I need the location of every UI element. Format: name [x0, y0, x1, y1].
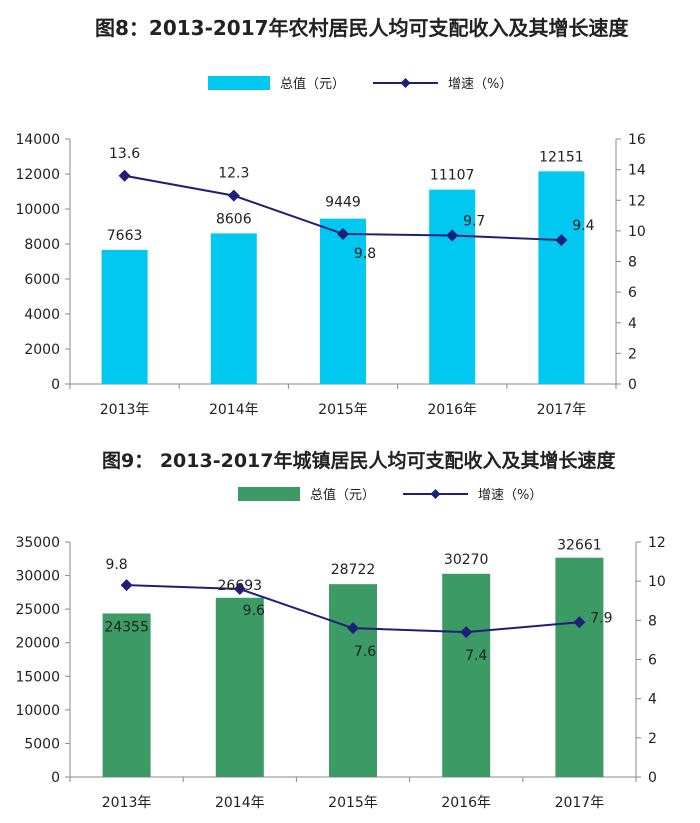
x-tick-label: 2014年 — [215, 795, 265, 811]
y-right-tick-label: 4 — [648, 692, 657, 708]
bar-value-label: 26693 — [218, 578, 263, 594]
growth-value-label: 9.4 — [572, 218, 594, 234]
bar-value-label: 9449 — [325, 195, 361, 211]
y-right-tick-label: 12 — [628, 193, 646, 209]
legend-line-label: 增速（%） — [478, 488, 542, 503]
urban-income-chart: 总值（元） 增速（%） 0 5000 10000 15000 20000 25000 30000… — [15, 487, 666, 811]
legend-bar-swatch — [208, 76, 270, 90]
y-right-tick-label: 8 — [628, 255, 637, 271]
bar-value-label: 7663 — [107, 228, 143, 244]
y-left-tick-label: 0 — [51, 770, 60, 786]
y-left-tick-label: 8000 — [24, 237, 60, 253]
y-left-tick-label: 15000 — [15, 669, 60, 685]
y-right-tick-label: 0 — [648, 770, 657, 786]
y-left-tick-label: 2000 — [24, 342, 60, 358]
bar-2013年 — [101, 249, 148, 384]
bar-value-label: 11107 — [430, 168, 475, 184]
chart-title-rural: 图8：2013-2017年农村居民人均可支配收入及其增长速度 — [95, 16, 629, 40]
rural-income-chart: 总值（元） 增速（%）020004000600080001000012000140… — [15, 76, 646, 418]
x-tick-label: 2014年 — [209, 402, 259, 418]
growth-point-2014年 — [233, 583, 246, 595]
y-right-tick-label: 12 — [648, 535, 666, 551]
growth-point-2014年 — [227, 189, 240, 202]
growth-point-2017年 — [555, 234, 568, 247]
bar-2013年 — [102, 613, 151, 777]
chart-title-urban: 图9： 2013-2017年城镇居民人均可支配收入及其增长速度 — [102, 450, 616, 472]
y-left-tick-label: 30000 — [15, 569, 60, 585]
x-tick-label: 2015年 — [318, 402, 368, 418]
y-left-tick-label: 25000 — [15, 602, 60, 618]
bar-2014年 — [210, 233, 257, 384]
y-right-tick-label: 2 — [648, 731, 657, 747]
y-right-tick-label: 6 — [648, 653, 657, 669]
legend-line-marker — [400, 78, 411, 88]
y-left-tick-label: 20000 — [15, 636, 60, 652]
growth-value-label: 7.4 — [465, 648, 487, 664]
y-right-tick-label: 14 — [628, 163, 646, 179]
legend-line-label: 增速（%） — [448, 77, 512, 92]
growth-value-label: 7.6 — [354, 644, 376, 660]
x-tick-label: 2013年 — [102, 795, 152, 811]
legend-line-marker — [430, 489, 441, 499]
bar-2015年 — [320, 218, 366, 384]
legend-bar-swatch — [238, 487, 300, 501]
y-right-tick-label: 4 — [628, 316, 637, 332]
x-tick-label: 2017年 — [537, 402, 587, 418]
bar-2014年 — [215, 597, 264, 777]
growth-point-2013年 — [118, 169, 131, 182]
bar-value-label: 8606 — [216, 211, 252, 227]
bar-2017年 — [555, 557, 604, 777]
x-tick-label: 2016年 — [441, 795, 491, 811]
bar-2017年 — [538, 171, 585, 384]
growth-point-2017年 — [573, 616, 586, 629]
growth-value-label: 9.6 — [243, 603, 265, 619]
bar-value-label: 28722 — [331, 562, 376, 578]
y-left-tick-label: 35000 — [15, 535, 60, 551]
bar-value-label: 30270 — [444, 552, 489, 568]
y-left-tick-label: 0 — [51, 377, 60, 393]
y-right-tick-label: 0 — [628, 377, 637, 393]
x-tick-label: 2016年 — [427, 402, 477, 418]
y-left-tick-label: 5000 — [24, 736, 60, 752]
y-right-tick-label: 10 — [648, 574, 666, 590]
bar-2015年 — [329, 584, 377, 777]
growth-value-label: 7.9 — [590, 610, 612, 626]
y-left-tick-label: 14000 — [15, 132, 60, 148]
legend-bar-label: 总值（元） — [310, 487, 375, 503]
growth-value-label: 12.3 — [218, 166, 249, 182]
y-right-tick-label: 8 — [648, 613, 657, 629]
y-left-tick-label: 12000 — [15, 167, 60, 183]
x-tick-label: 2015年 — [328, 795, 378, 811]
y-right-tick-label: 6 — [628, 285, 637, 301]
legend-bar-label: 总值（元） — [280, 76, 345, 92]
y-right-tick-label: 2 — [628, 346, 637, 362]
bar-2016年 — [429, 189, 476, 384]
bar-value-label: 24355 — [104, 619, 149, 635]
growth-value-label: 9.8 — [354, 246, 376, 262]
bar-value-label: 12151 — [539, 149, 584, 165]
growth-point-2013年 — [120, 579, 133, 592]
growth-point-2015年 — [337, 227, 349, 240]
y-right-tick-label: 16 — [628, 132, 646, 148]
bar-value-label: 32661 — [557, 538, 602, 554]
y-left-tick-label: 6000 — [24, 272, 60, 288]
growth-point-2016年 — [460, 626, 473, 639]
growth-value-label: 9.7 — [463, 213, 485, 229]
y-right-tick-label: 10 — [628, 224, 646, 240]
growth-value-label: 13.6 — [109, 146, 140, 162]
growth-point-2015年 — [347, 622, 359, 635]
y-left-tick-label: 10000 — [15, 703, 60, 719]
x-tick-label: 2013年 — [100, 402, 150, 418]
y-left-tick-label: 4000 — [24, 307, 60, 323]
growth-point-2016年 — [446, 229, 459, 242]
y-left-tick-label: 10000 — [15, 202, 60, 218]
bar-2016年 — [442, 573, 491, 777]
x-tick-label: 2017年 — [555, 795, 605, 811]
growth-value-label: 9.8 — [105, 557, 127, 573]
